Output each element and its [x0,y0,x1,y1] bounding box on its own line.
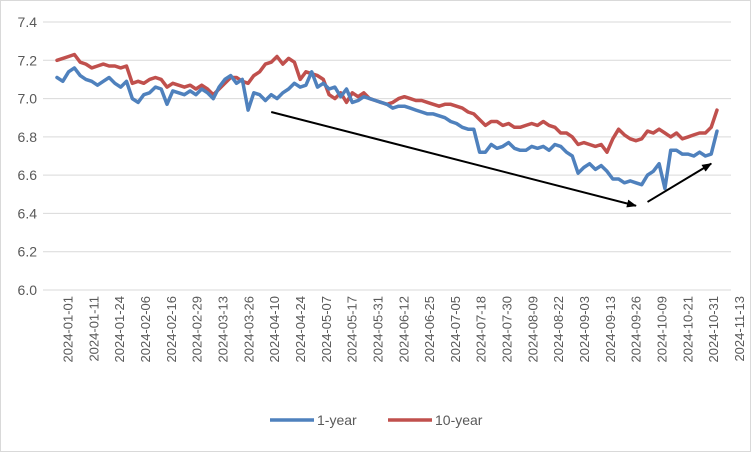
series-lines [55,52,719,191]
x-tick-label: 2024-03-13 [215,296,230,363]
x-tick-label: 2024-05-17 [345,296,360,363]
x-tick-label: 2024-10-09 [655,296,670,363]
x-tick-label: 2024-02-16 [164,296,179,363]
x-tick-label: 2024-07-18 [474,296,489,363]
x-tick-label: 2024-05-31 [370,296,385,363]
y-tick-label: 6.8 [18,129,38,145]
x-tick-label: 2024-02-29 [190,296,205,363]
x-tick-label: 2024-01-01 [61,296,76,363]
x-tick-label: 2024-08-09 [525,296,540,363]
x-tick-label: 2024-06-25 [422,296,437,363]
y-axis: 6.0 6.2 6.4 6.6 6.8 7.0 7.2 7.4 [18,14,38,298]
x-tick-label: 2024-01-11 [86,296,101,362]
legend-label-1-year: 1-year [317,412,357,428]
trend-arrow-2 [647,162,713,203]
y-tick-label: 7.0 [18,91,38,107]
x-tick-label: 2024-09-26 [629,296,644,363]
y-tick-label: 6.0 [18,282,38,298]
x-tick-label: 2024-03-26 [241,296,256,363]
trend-arrow-1 [270,111,637,208]
y-tick-label: 6.2 [18,244,38,260]
x-tick-label: 2024-02-06 [138,296,153,363]
legend: 1-year 10-year [270,412,483,428]
x-tick-label: 2024-08-22 [551,296,566,363]
x-tick-label: 2024-07-30 [500,296,515,363]
y-tick-label: 6.6 [18,167,38,183]
x-tick-label: 2024-04-24 [293,296,308,363]
x-tick-label: 2024-11-13 [732,296,747,362]
series-line-1-year [55,66,719,191]
x-axis: 2024-01-01 2024-01-11 2024-01-24 2024-02-06… [43,289,747,363]
y-tick-label: 7.2 [18,52,38,68]
annotations [270,111,713,208]
x-tick-label: 2024-09-13 [603,296,618,363]
legend-label-10-year: 10-year [435,412,483,428]
x-tick-label: 2024-09-03 [577,296,592,363]
x-tick-label: 2024-06-12 [396,296,411,363]
y-tick-label: 7.4 [18,14,38,30]
x-tick-label: 2024-07-05 [448,296,463,363]
y-tick-label: 6.4 [18,205,38,221]
x-tick-label: 2024-04-10 [267,296,282,363]
x-tick-label: 2024-05-07 [319,296,334,363]
x-tick-label: 2024-01-24 [112,296,127,363]
x-tick-label: 2024-10-31 [706,296,721,363]
x-tick-label: 2024-10-21 [680,296,695,363]
gridlines [43,21,731,253]
